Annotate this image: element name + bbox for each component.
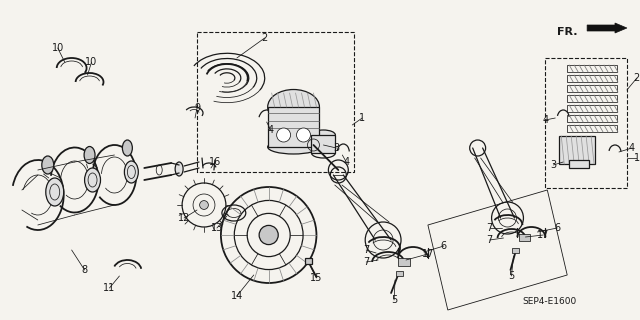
Ellipse shape [122,140,132,156]
Text: SEP4-E1600: SEP4-E1600 [522,298,577,307]
Text: 3: 3 [333,143,339,153]
Bar [197,32,355,172]
Text: 10: 10 [52,43,64,53]
Text: 2: 2 [262,33,268,43]
Bar [567,95,617,102]
Ellipse shape [175,162,183,176]
Circle shape [259,225,278,244]
Text: 3: 3 [550,160,556,170]
Bar [567,115,617,122]
Ellipse shape [268,90,319,124]
Text: 2: 2 [634,73,640,83]
Text: 11: 11 [103,283,116,293]
Text: 6: 6 [554,223,561,233]
Text: 13: 13 [211,223,223,233]
Text: 12: 12 [178,213,190,223]
Bar [268,107,319,147]
Text: 4: 4 [343,157,349,167]
Text: FR.: FR. [557,27,577,37]
Bar [312,135,335,153]
Circle shape [200,201,209,209]
Bar [398,258,410,266]
Bar [513,248,520,253]
Text: 17: 17 [422,249,434,259]
Ellipse shape [84,168,100,192]
Bar [567,65,617,72]
Text: 4: 4 [542,115,548,125]
Bar [545,58,627,188]
Text: 7: 7 [363,257,369,267]
Bar [396,271,403,276]
Bar [567,75,617,82]
Text: 7: 7 [486,235,493,245]
Text: 9: 9 [194,103,200,113]
Text: 16: 16 [209,157,221,167]
Text: 15: 15 [310,273,323,283]
Bar [567,105,617,112]
Bar [559,136,595,164]
Text: 8: 8 [81,265,88,275]
Text: 7: 7 [486,223,493,233]
Ellipse shape [84,147,95,164]
Text: 1: 1 [634,153,640,163]
Text: 10: 10 [85,57,98,67]
Ellipse shape [268,140,319,154]
Text: 4: 4 [629,143,635,153]
Bar [569,160,589,168]
Circle shape [276,128,291,142]
Ellipse shape [46,178,64,206]
Text: 6: 6 [441,241,447,251]
Bar [520,234,531,241]
Text: 17: 17 [537,230,550,240]
Bar [305,258,312,264]
Circle shape [296,128,310,142]
Text: 5: 5 [391,295,397,305]
Text: 7: 7 [363,245,369,255]
Text: 4: 4 [268,125,274,135]
Ellipse shape [312,130,335,140]
Bar [567,125,617,132]
Ellipse shape [42,156,54,174]
Text: 14: 14 [230,291,243,301]
Bar [567,85,617,92]
Text: 1: 1 [359,113,365,123]
Text: 5: 5 [508,271,515,281]
Ellipse shape [124,161,138,183]
FancyArrow shape [587,23,627,33]
